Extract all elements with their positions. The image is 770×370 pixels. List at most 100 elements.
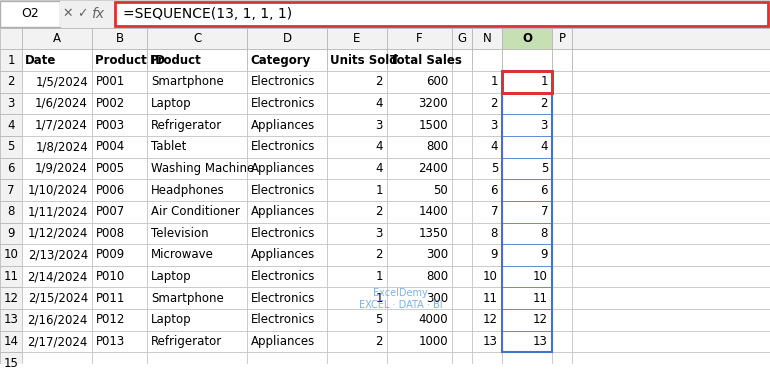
Text: 800: 800 xyxy=(426,140,448,153)
Bar xyxy=(147,28,247,49)
Text: 600: 600 xyxy=(426,75,448,88)
Text: 7: 7 xyxy=(7,184,15,196)
Text: =SEQUENCE(13, 1, 1, 1): =SEQUENCE(13, 1, 1, 1) xyxy=(123,7,292,21)
Text: 1/9/2024: 1/9/2024 xyxy=(35,162,88,175)
Bar xyxy=(327,244,387,266)
Bar xyxy=(327,222,387,244)
Text: P012: P012 xyxy=(96,313,126,326)
Bar xyxy=(92,266,147,287)
Bar xyxy=(472,179,502,201)
Text: Date: Date xyxy=(25,54,56,67)
Bar xyxy=(147,158,247,179)
Bar xyxy=(147,266,247,287)
Bar xyxy=(327,28,387,49)
Text: 5: 5 xyxy=(7,140,15,153)
Text: A: A xyxy=(53,32,61,45)
Bar xyxy=(327,309,387,331)
Bar xyxy=(0,309,22,331)
Bar xyxy=(502,71,552,353)
Bar xyxy=(502,179,552,201)
Text: 6: 6 xyxy=(541,184,548,196)
Text: 3: 3 xyxy=(376,118,383,131)
Bar xyxy=(247,287,327,309)
Text: 15: 15 xyxy=(4,357,18,370)
Bar xyxy=(502,353,552,370)
Bar xyxy=(387,201,452,222)
Bar xyxy=(452,353,472,370)
Text: P010: P010 xyxy=(96,270,126,283)
Bar xyxy=(60,1,115,27)
Bar xyxy=(552,28,572,49)
Text: 3: 3 xyxy=(376,227,383,240)
Bar xyxy=(552,266,572,287)
Text: Television: Television xyxy=(151,227,209,240)
Bar xyxy=(92,49,147,71)
Bar xyxy=(0,158,22,179)
Text: P009: P009 xyxy=(96,249,126,262)
Bar xyxy=(572,49,770,71)
Bar xyxy=(472,71,502,92)
Bar xyxy=(147,49,247,71)
Bar xyxy=(247,331,327,353)
Bar xyxy=(387,28,452,49)
Text: Electronics: Electronics xyxy=(251,184,316,196)
Bar xyxy=(452,331,472,353)
Bar xyxy=(0,136,22,158)
Bar xyxy=(502,244,552,266)
Text: Electronics: Electronics xyxy=(251,97,316,110)
Bar xyxy=(0,266,22,287)
Text: 1/10/2024: 1/10/2024 xyxy=(28,184,88,196)
Bar xyxy=(387,287,452,309)
Bar xyxy=(387,309,452,331)
Text: Laptop: Laptop xyxy=(151,270,192,283)
Bar xyxy=(327,49,387,71)
Bar xyxy=(552,222,572,244)
Bar xyxy=(552,49,572,71)
Bar xyxy=(92,331,147,353)
Bar xyxy=(572,222,770,244)
Bar xyxy=(552,158,572,179)
Text: O2: O2 xyxy=(21,7,38,20)
Bar xyxy=(92,222,147,244)
Bar xyxy=(472,309,502,331)
Text: 11: 11 xyxy=(483,292,498,305)
Bar xyxy=(327,266,387,287)
Bar xyxy=(247,309,327,331)
Text: 1: 1 xyxy=(541,75,548,88)
Bar xyxy=(247,201,327,222)
Bar xyxy=(502,158,552,179)
Text: P002: P002 xyxy=(96,97,126,110)
Text: 4: 4 xyxy=(541,140,548,153)
Bar xyxy=(472,158,502,179)
Text: 1/8/2024: 1/8/2024 xyxy=(35,140,88,153)
Bar xyxy=(0,179,22,201)
Text: 1400: 1400 xyxy=(418,205,448,218)
Text: 4: 4 xyxy=(490,140,498,153)
Text: 13: 13 xyxy=(4,313,18,326)
Text: Electronics: Electronics xyxy=(251,75,316,88)
Bar xyxy=(327,136,387,158)
Text: 14: 14 xyxy=(4,335,18,348)
Text: 2: 2 xyxy=(541,97,548,110)
Text: 1: 1 xyxy=(376,184,383,196)
Bar xyxy=(387,244,452,266)
Bar xyxy=(22,71,92,92)
Text: C: C xyxy=(192,32,201,45)
Bar xyxy=(247,353,327,370)
Bar xyxy=(247,28,327,49)
Bar xyxy=(0,287,22,309)
Bar xyxy=(572,114,770,136)
Bar xyxy=(0,1,60,27)
Text: 4: 4 xyxy=(7,118,15,131)
Text: 13: 13 xyxy=(533,335,548,348)
Bar xyxy=(147,179,247,201)
Text: 4: 4 xyxy=(376,97,383,110)
Bar xyxy=(502,266,552,287)
Bar xyxy=(387,114,452,136)
Bar xyxy=(147,136,247,158)
Text: Smartphone: Smartphone xyxy=(151,292,224,305)
Text: 12: 12 xyxy=(533,313,548,326)
Bar xyxy=(452,158,472,179)
Bar xyxy=(327,158,387,179)
Bar xyxy=(452,28,472,49)
